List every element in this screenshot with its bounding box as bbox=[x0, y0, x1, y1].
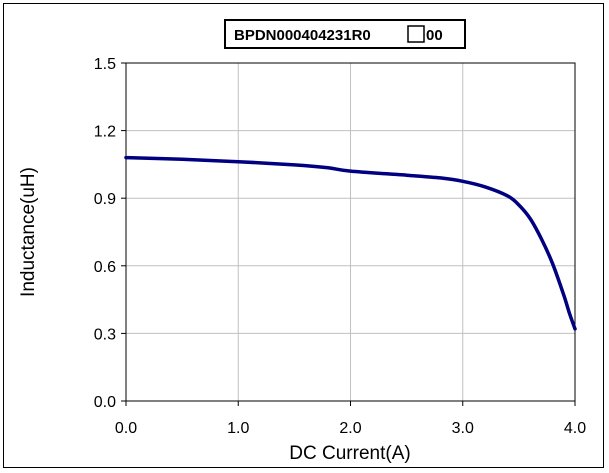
inductance-chart: BPDN000404231R0 00 0.0 1.0 2.0 3.0 4.0 0.0 0.3… bbox=[18, 19, 586, 464]
title-box-glyph bbox=[407, 25, 425, 43]
series-layer bbox=[124, 155, 577, 331]
x-tick-label: 0.0 bbox=[115, 420, 137, 437]
x-axis-title: DC Current(A) bbox=[289, 443, 410, 464]
axis-ticks: 0.0 1.0 2.0 3.0 4.0 0.0 0.3 0.6 0.9 1.2 1.5 bbox=[94, 56, 586, 437]
y-tick-label: 1.5 bbox=[94, 56, 116, 73]
y-tick-label: 0.9 bbox=[94, 191, 116, 208]
y-tick-label: 1.2 bbox=[94, 124, 116, 141]
chart-title-suffix: 00 bbox=[426, 27, 443, 44]
y-tick-label: 0.6 bbox=[94, 259, 116, 276]
inductance-series-line bbox=[124, 155, 577, 331]
chart-frame: BPDN000404231R0 00 0.0 1.0 2.0 3.0 4.0 0.0 0.3… bbox=[3, 3, 604, 468]
x-tick-label: 3.0 bbox=[452, 420, 474, 437]
chart-title-box: BPDN000404231R0 00 bbox=[224, 19, 466, 49]
y-tick-label: 0.3 bbox=[94, 326, 116, 343]
y-tick-label: 0.0 bbox=[94, 394, 116, 411]
y-axis-title: Inductance(uH) bbox=[18, 167, 39, 297]
chart-title: BPDN000404231R0 bbox=[234, 27, 371, 44]
grid bbox=[126, 63, 575, 401]
x-tick-label: 4.0 bbox=[564, 420, 586, 437]
x-tick-label: 1.0 bbox=[227, 420, 249, 437]
x-tick-label: 2.0 bbox=[339, 420, 361, 437]
title-box-outline bbox=[224, 19, 466, 49]
